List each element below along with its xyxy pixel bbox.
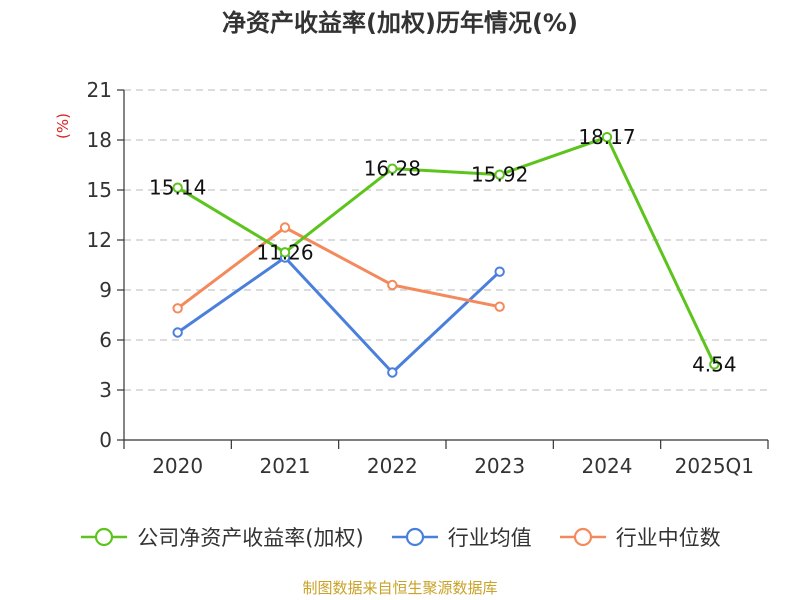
- x-tick-label: 2021: [260, 454, 311, 478]
- series-line: [176, 226, 500, 310]
- axes: 0 3 6 9 12 15 18 21 2020 2021 2022 2023 2024 2025Q1: [87, 78, 769, 478]
- data-label: 4.54: [692, 352, 737, 376]
- data-point-marker: [279, 247, 291, 258]
- chart-title: 净资产收益率(加权)历年情况(%): [222, 9, 578, 37]
- data-point-marker: [172, 327, 183, 338]
- series-line: [176, 256, 501, 374]
- data-label: 15.14: [149, 176, 206, 200]
- legend-label: 公司净资产收益率(加权): [137, 526, 364, 550]
- data-point-marker: [494, 301, 505, 312]
- data-point-marker: [387, 279, 398, 291]
- x-tick-label: 2020: [152, 454, 203, 478]
- x-tick-label: 2025Q1: [675, 454, 754, 478]
- data-label: 16.28: [364, 157, 421, 181]
- legend-item[interactable]: 行业中位数: [558, 522, 721, 552]
- x-tick-label: 2024: [582, 454, 633, 478]
- legend-marker-icon: [81, 527, 128, 547]
- legend-label: 行业均值: [447, 526, 532, 550]
- data-point-marker: [709, 359, 720, 370]
- series-lines: [172, 131, 720, 378]
- data-point-marker: [601, 131, 613, 143]
- data-labels: 15.14 11.26 16.28 15.92 18.17 4.54: [149, 125, 737, 376]
- data-point-marker: [172, 303, 183, 314]
- y-tick-label: 0: [99, 428, 112, 452]
- legend-item[interactable]: 行业均值: [390, 522, 532, 552]
- series-line: [176, 135, 716, 365]
- data-label: 18.17: [578, 125, 635, 149]
- data-point-marker: [494, 266, 505, 277]
- legend-marker-icon: [391, 527, 438, 547]
- data-label: 11.26: [256, 240, 313, 264]
- x-tick-label: 2022: [367, 454, 418, 478]
- legend-marker-icon: [559, 527, 606, 547]
- legend-item[interactable]: 公司净资产收益率(加权): [79, 522, 364, 552]
- data-point-marker: [387, 367, 398, 378]
- data-point-marker: [172, 182, 183, 193]
- data-label: 15.92: [471, 163, 528, 187]
- legend-label: 行业中位数: [615, 526, 721, 550]
- y-tick-label: 18: [87, 128, 112, 152]
- y-tick-label: 21: [87, 78, 112, 102]
- data-point-marker: [387, 163, 398, 174]
- y-tick-label: 3: [99, 378, 112, 402]
- chart-legend: 公司净资产收益率(加权) 行业均值 行业中位数: [0, 520, 800, 554]
- data-point-marker: [279, 222, 291, 233]
- y-tick-label: 6: [99, 328, 112, 352]
- data-source-note: 制图数据来自恒生聚源数据库: [302, 579, 498, 597]
- x-tick-label: 2023: [474, 454, 525, 478]
- grid-lines: [124, 89, 768, 391]
- y-tick-label: 15: [87, 178, 112, 202]
- data-point-marker: [494, 169, 505, 180]
- y-tick-label: 9: [99, 278, 112, 302]
- y-tick-label: 12: [87, 228, 112, 252]
